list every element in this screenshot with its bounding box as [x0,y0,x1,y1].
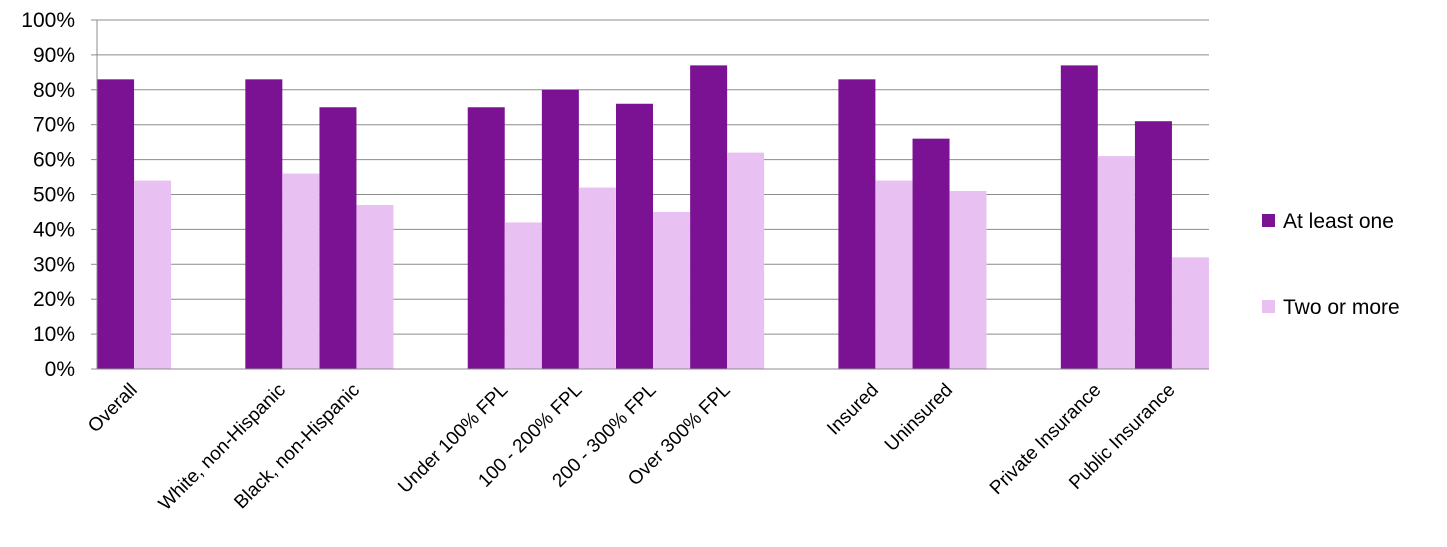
x-axis-tick-label: Black, non-Hispanic [230,380,364,514]
y-axis-tick-label: 10% [33,323,75,346]
legend-label: At least one [1283,210,1394,233]
y-axis-tick-label: 70% [33,114,75,137]
bar-at-least-one [467,107,505,369]
bar-at-least-one [912,138,950,369]
bar-at-least-one [97,79,135,369]
bar-two-or-more [578,187,616,369]
bar-at-least-one [838,79,876,369]
bar-two-or-more [727,152,765,369]
bar-two-or-more [134,180,172,369]
legend-swatch [1262,300,1275,313]
legend-swatch [1262,214,1275,227]
y-axis-tick-label: 90% [33,44,75,67]
bar-two-or-more [875,180,913,369]
y-axis-tick-label: 50% [33,184,75,207]
bars [97,65,1209,370]
bar-two-or-more [949,191,987,369]
bar-two-or-more [504,222,542,369]
bar-at-least-one [690,65,728,370]
x-axis-tick-label: Insured [823,380,883,440]
bar-at-least-one [319,107,357,369]
y-axis-tick-label: 60% [33,149,75,172]
y-axis-tick-label: 100% [21,9,75,32]
bar-two-or-more [1097,156,1135,369]
x-axis-tick-label: Overall [84,380,141,437]
y-axis-tick-label: 20% [33,288,75,311]
axes [91,19,1209,370]
bar-at-least-one [616,103,653,369]
bar-two-or-more [282,173,320,369]
bar-at-least-one [245,79,283,369]
bar-two-or-more [356,204,394,369]
bar-two-or-more [653,211,690,369]
bar-at-least-one [541,89,579,370]
y-axis-tick-label: 80% [33,79,75,102]
y-axis-tick-label: 40% [33,218,75,241]
bar-two-or-more [1171,257,1209,369]
x-axis-tick-label: White, non-Hispanic [155,380,290,515]
legend-label: Two or more [1283,296,1400,319]
x-axis-tick-label: Uninsured [881,380,957,456]
legend: At least one Two or more [1262,210,1400,319]
y-axis-tick-label: 0% [45,358,75,381]
bar-at-least-one [1060,65,1098,370]
bar-at-least-one [1134,121,1172,370]
y-axis-tick-labels: 0% 10% 20% 30% 40% 50% 60% 70% 80% 90% 100% [21,9,75,381]
y-axis-tick-label: 30% [33,253,75,276]
